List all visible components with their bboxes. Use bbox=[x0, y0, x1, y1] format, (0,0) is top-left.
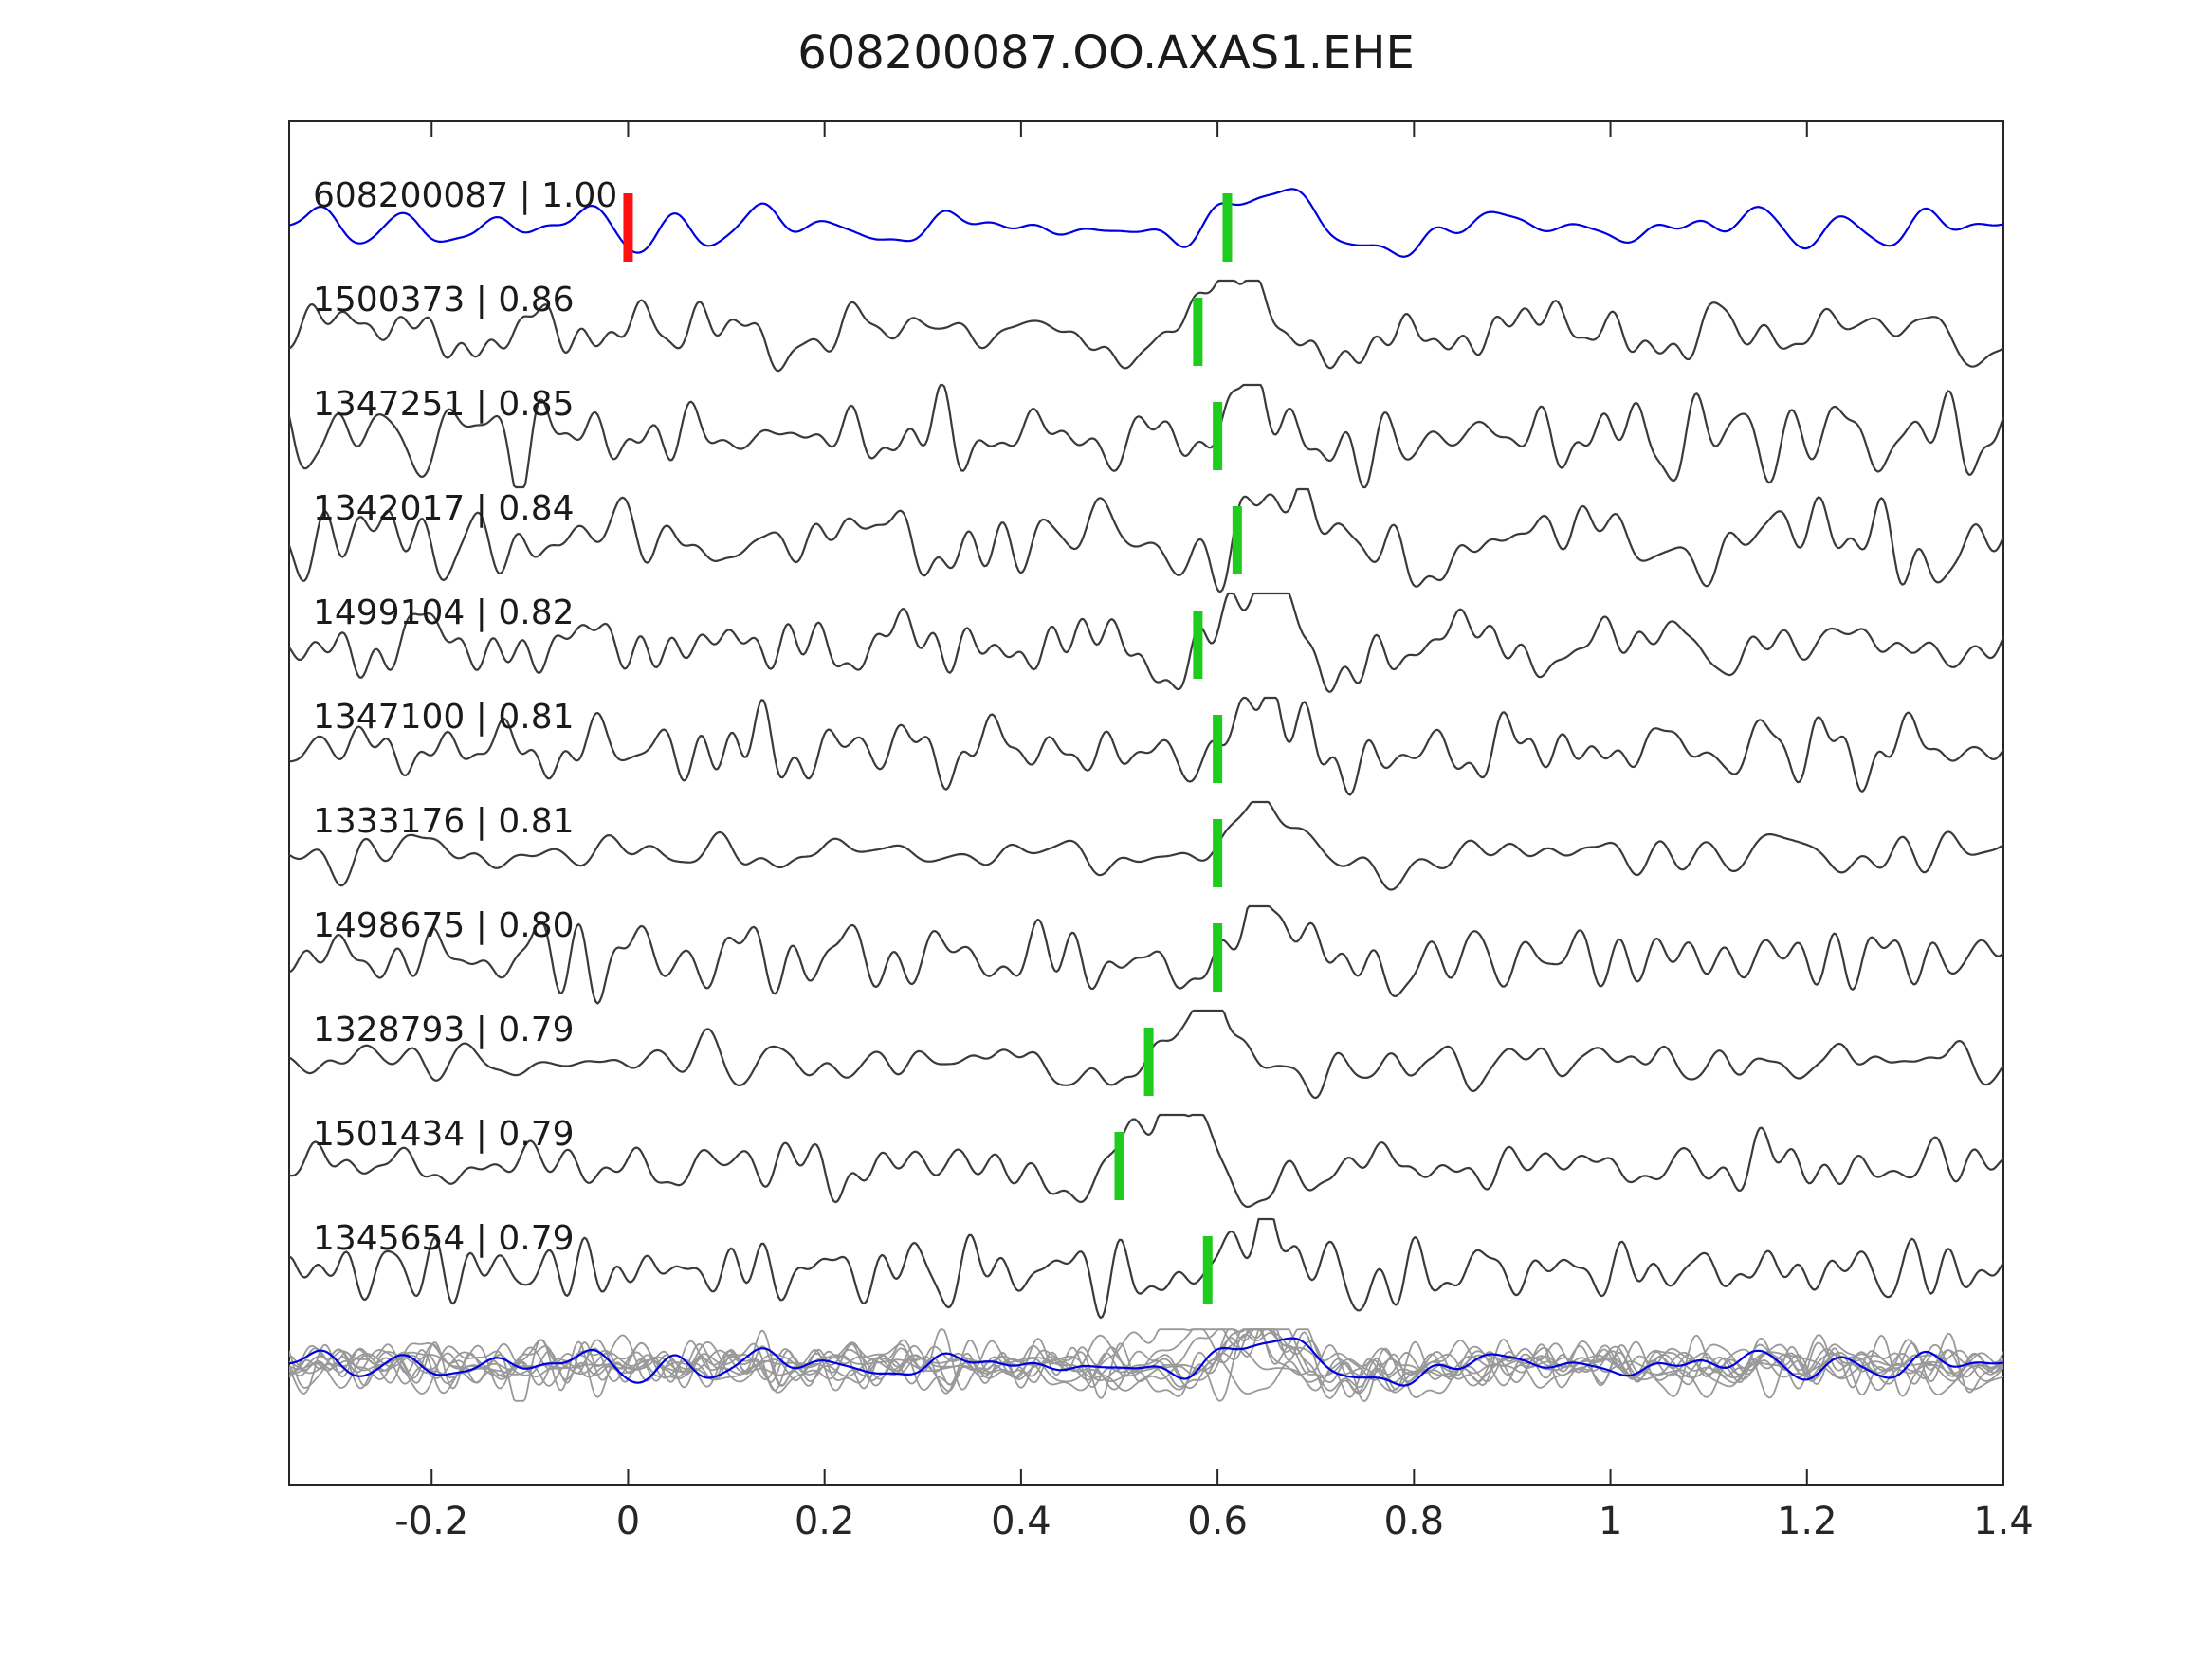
trace-label-1347251: 1347251 | 0.85 bbox=[313, 385, 575, 424]
waveform-trace-1347251 bbox=[289, 383, 2003, 489]
waveform-trace-1333176 bbox=[289, 800, 2003, 891]
trace-label-1501434: 1501434 | 0.79 bbox=[313, 1115, 575, 1154]
trace-label-608200087: 608200087 | 1.00 bbox=[313, 176, 617, 215]
waveform-trace-608200087 bbox=[289, 188, 2003, 258]
x-tick-label: 0.8 bbox=[1384, 1500, 1445, 1543]
figure-title: 608200087.OO.AXAS1.EHE bbox=[797, 27, 1415, 80]
x-tick-label: 0.6 bbox=[1187, 1500, 1248, 1543]
waveform-trace-1345654 bbox=[289, 1217, 2003, 1320]
x-tick-label: -0.2 bbox=[394, 1500, 468, 1543]
trace-label-1342017: 1342017 | 0.84 bbox=[313, 489, 575, 528]
waveform-trace-1500373 bbox=[289, 279, 2003, 373]
overlay-trace-1328793 bbox=[289, 1328, 2003, 1392]
x-tick-label: 0 bbox=[616, 1500, 640, 1543]
trace-label-1333176: 1333176 | 0.81 bbox=[313, 802, 575, 841]
overlay-trace-1345654 bbox=[289, 1328, 2003, 1399]
trace-label-1328793: 1328793 | 0.79 bbox=[313, 1011, 575, 1049]
x-tick-label: 1.2 bbox=[1777, 1500, 1837, 1543]
waveform-trace-1347100 bbox=[289, 696, 2003, 796]
x-tick-label: 1 bbox=[1599, 1500, 1622, 1543]
x-tick-label: 0.2 bbox=[795, 1500, 855, 1543]
waveform-trace-1501434 bbox=[289, 1113, 2003, 1209]
waveform-trace-1498675 bbox=[289, 904, 2003, 1005]
plot-frame bbox=[288, 120, 2004, 1486]
trace-label-1500373: 1500373 | 0.86 bbox=[313, 281, 575, 319]
trace-label-1499104: 1499104 | 0.82 bbox=[313, 593, 575, 632]
trace-label-1498675: 1498675 | 0.80 bbox=[313, 906, 575, 945]
x-tick-label: 1.4 bbox=[1973, 1500, 2034, 1543]
trace-label-1345654: 1345654 | 0.79 bbox=[313, 1219, 575, 1258]
x-tick-label: 0.4 bbox=[991, 1500, 1051, 1543]
waveform-trace-1342017 bbox=[289, 487, 2003, 593]
overlay-trace-1500373 bbox=[289, 1328, 2003, 1394]
trace-label-1347100: 1347100 | 0.81 bbox=[313, 698, 575, 737]
waveform-trace-1499104 bbox=[289, 592, 2003, 693]
overlay-trace-1333176 bbox=[289, 1328, 2003, 1392]
overlay-template-trace bbox=[289, 1337, 2003, 1387]
waveform-group bbox=[289, 188, 2003, 1402]
